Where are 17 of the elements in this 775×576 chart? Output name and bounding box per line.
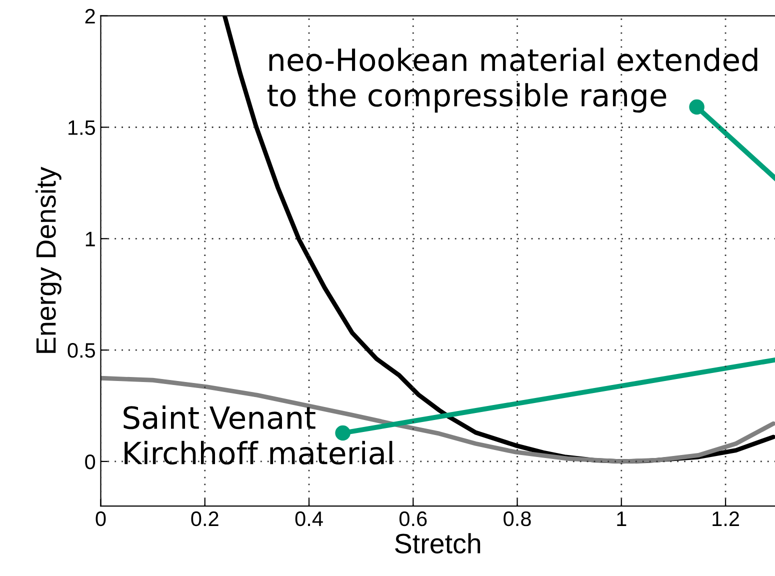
x-tick-label: 1.2 <box>712 511 739 526</box>
x-tick-label: 0.6 <box>399 511 427 526</box>
x-tick-label: 1 <box>617 512 626 526</box>
y-tick-label: 1.5 <box>68 120 96 135</box>
y-tick-label: 0.5 <box>68 343 96 358</box>
y-tick-label: 0 <box>85 454 96 470</box>
y-axis-title: Energy Density <box>35 166 62 353</box>
x-tick-label: 0 <box>96 511 106 526</box>
y-tick-label: 1 <box>86 232 95 246</box>
x-tick-label: 0.2 <box>191 511 218 526</box>
y-tick-label: 2 <box>85 8 95 24</box>
x-axis-title: Stretch <box>395 533 480 554</box>
line-series <box>100 376 775 464</box>
annotation: Saint Venant Kirchhoff material <box>124 406 392 465</box>
x-tick-label: 0.4 <box>295 511 323 526</box>
x-tick-label: 0.8 <box>504 511 531 526</box>
annotation: neo-Hookean material extended to the compressible range <box>267 48 758 113</box>
